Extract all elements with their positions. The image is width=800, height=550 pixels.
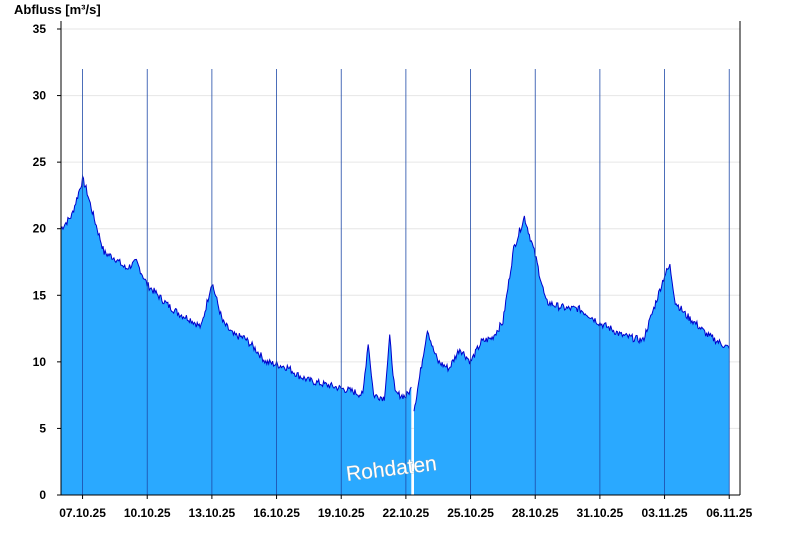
- x-tick-label: 22.10.25: [383, 506, 430, 520]
- discharge-area: [61, 176, 412, 495]
- x-tick-label: 10.10.25: [124, 506, 171, 520]
- y-tick-labels: 0 5 10 15 20 25 30 35: [33, 22, 47, 502]
- y-tick-label: 30: [33, 89, 47, 103]
- x-tick-label: 25.10.25: [447, 506, 494, 520]
- x-tick-label: 07.10.25: [59, 506, 106, 520]
- y-axis-title: Abfluss [m³/s]: [14, 2, 101, 17]
- x-tick-label: 19.10.25: [318, 506, 365, 520]
- x-tick-label: 03.11.25: [642, 506, 688, 520]
- y-tick-label: 35: [33, 22, 47, 36]
- y-tick-label: 5: [39, 421, 46, 435]
- y-tick-label: 0: [39, 488, 46, 502]
- axes: [57, 21, 741, 496]
- x-tick-label: 13.10.25: [189, 506, 236, 520]
- x-tick-labels: 07.10.25 10.10.25 13.10.25 16.10.25 19.10.25…: [59, 495, 753, 520]
- discharge-line: [60, 174, 412, 402]
- x-tick-label: 06.11.25: [706, 506, 752, 520]
- y-tick-label: 10: [33, 355, 47, 369]
- discharge-area: [414, 215, 730, 495]
- y-tick-label: 15: [33, 288, 47, 302]
- x-tick-label: 28.10.25: [512, 506, 559, 520]
- discharge-line: [413, 215, 730, 412]
- day-separator-lines: [82, 69, 730, 495]
- x-tick-label: 31.10.25: [577, 506, 624, 520]
- y-tick-label: 20: [33, 222, 47, 236]
- area-layer: [60, 174, 730, 495]
- x-tick-label: 16.10.25: [253, 506, 300, 520]
- y-tick-label: 25: [33, 155, 47, 169]
